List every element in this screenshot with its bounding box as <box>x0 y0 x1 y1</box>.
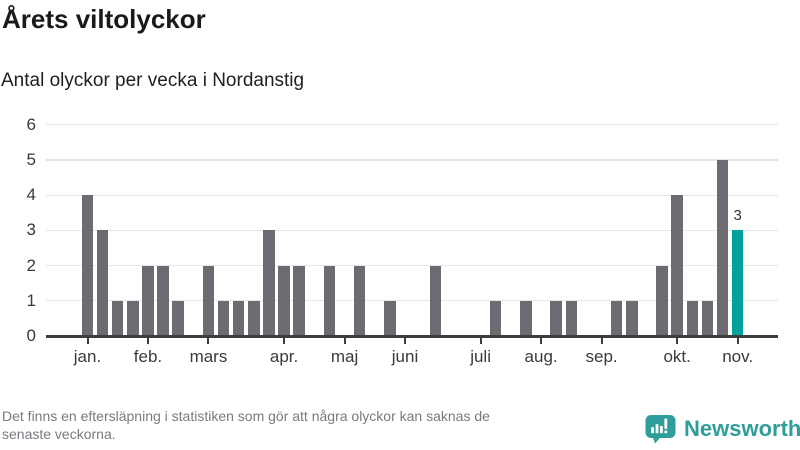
bar-week-6 <box>157 265 169 336</box>
bar-week-15 <box>293 265 305 336</box>
x-axis-tick-juli <box>479 337 482 344</box>
bar-week-19 <box>353 265 366 336</box>
bar-week-43 <box>716 160 729 336</box>
y-axis-label-1: 1 <box>26 290 36 310</box>
gridline-y1 <box>46 300 778 302</box>
bar-week-32 <box>550 300 562 336</box>
bar-week-3 <box>111 300 124 336</box>
x-axis-month-label-okt: okt. <box>663 347 691 366</box>
x-axis-tick-aug <box>540 337 543 344</box>
bar-week-24 <box>429 265 441 336</box>
x-axis-month-label-juli: juli <box>470 347 491 366</box>
bar-week-17 <box>323 265 336 336</box>
value-annotation: 3 <box>733 207 742 225</box>
bar-week-1 <box>81 195 94 336</box>
newsworthy-wordmark: Newsworthy <box>684 416 800 441</box>
x-axis-tick-jan <box>86 337 89 344</box>
bar-week-39 <box>656 265 668 336</box>
bar-week-28 <box>489 300 502 336</box>
x-axis-month-label-feb: feb. <box>133 347 163 366</box>
x-axis-tick-mars <box>207 337 210 344</box>
x-axis-month-label-juni: juni <box>391 347 419 366</box>
y-axis-label-3: 3 <box>26 220 36 240</box>
bar-week-5 <box>142 265 154 336</box>
bar-week-36 <box>610 300 623 336</box>
bar-week-21 <box>384 300 396 336</box>
bar-week-9 <box>202 265 215 336</box>
bar-week-41 <box>686 300 699 336</box>
gridline-y3 <box>46 229 778 232</box>
footnote: Det finns en eftersläpning i statistiken… <box>2 408 490 443</box>
chart-subtitle: Antal olyckor per vecka i Nordanstig <box>1 70 305 91</box>
bar-week-14 <box>278 265 290 336</box>
bar-week-2 <box>96 230 109 336</box>
bar-week-40 <box>671 195 683 336</box>
x-axis-tick-juni <box>404 337 407 344</box>
bar-week-4 <box>127 300 139 336</box>
x-axis-tick-nov <box>736 337 739 344</box>
y-axis-label-2: 2 <box>26 255 36 275</box>
gridline-y5 <box>46 159 778 161</box>
x-axis-tick-feb <box>146 337 149 344</box>
bar-week-13 <box>263 230 275 336</box>
y-axis-label-4: 4 <box>26 185 36 205</box>
x-axis-month-label-mars: mars <box>189 347 228 366</box>
x-axis-month-label-nov: nov. <box>722 347 754 366</box>
x-axis-tick-apr <box>283 337 286 344</box>
gridline-y2 <box>46 264 778 267</box>
x-axis-tick-okt <box>676 337 679 344</box>
x-axis-tick-maj <box>343 337 346 344</box>
x-axis-month-label-sep: sep. <box>585 347 618 366</box>
bar-week-42 <box>701 300 714 336</box>
newsworthy-logo: Newsworthy <box>645 414 800 444</box>
x-axis-line <box>46 335 778 338</box>
gridline-y6 <box>46 124 778 126</box>
bar-week-44-highlight <box>731 230 744 336</box>
x-axis-month-label-aug: aug. <box>524 347 558 366</box>
chart-title: Årets viltolyckor <box>2 4 206 34</box>
footnote-line-1: Det finns en eftersläpning i statistiken… <box>2 408 490 424</box>
bar-week-11 <box>232 300 245 336</box>
y-axis-label-6: 6 <box>26 114 36 134</box>
bar-week-12 <box>248 300 260 336</box>
x-axis-month-label-jan: jan. <box>73 347 102 366</box>
bar-week-33 <box>565 300 578 336</box>
bar-week-7 <box>172 300 184 336</box>
bar-week-37 <box>626 300 638 336</box>
bar-week-10 <box>217 300 230 336</box>
gridline-y4 <box>46 194 778 196</box>
y-axis-label-5: 5 <box>26 150 36 169</box>
y-axis-label-0: 0 <box>26 326 36 345</box>
newsworthy-logo-icon <box>645 415 676 444</box>
bar-week-30 <box>520 300 532 336</box>
footnote-line-2: senaste veckorna. <box>2 425 116 442</box>
x-axis-tick-sep <box>600 337 603 344</box>
x-axis-month-label-maj: maj <box>330 347 359 366</box>
x-axis-month-label-apr: apr. <box>269 347 299 366</box>
